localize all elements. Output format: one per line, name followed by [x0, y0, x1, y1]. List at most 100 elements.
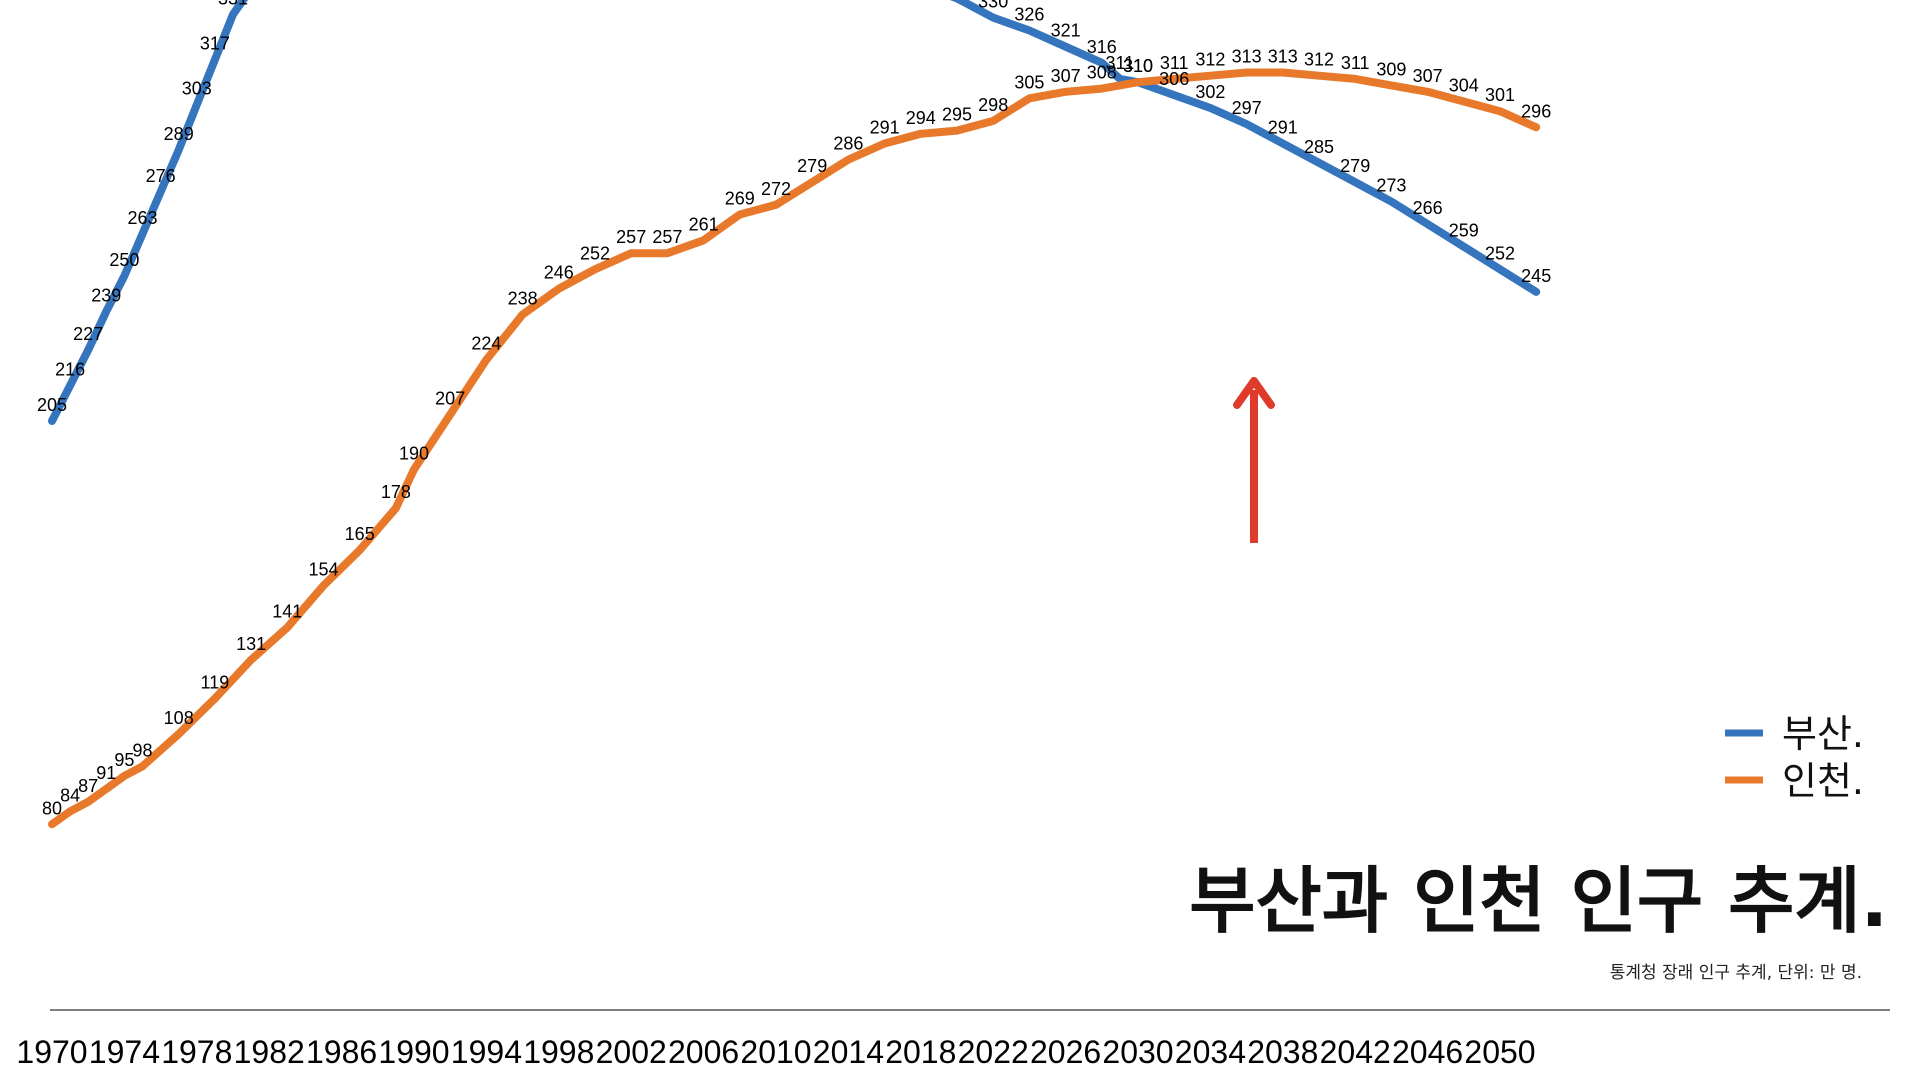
x-tick-label: 1990: [378, 1034, 449, 1070]
x-tick-label: 2006: [668, 1034, 739, 1070]
chart-subtitle: 통계청 장래 인구 추계, 단위: 만 명.: [1610, 963, 1862, 983]
data-label-busan: 310: [1123, 56, 1153, 76]
data-label-incheon: 301: [1485, 85, 1515, 105]
data-label-incheon: 98: [132, 740, 152, 760]
data-label-busan: 317: [200, 34, 230, 54]
x-tick-label: 2034: [1175, 1034, 1246, 1070]
data-label-incheon: 84: [60, 785, 80, 805]
x-tick-label: 2030: [1102, 1034, 1173, 1070]
data-label-incheon: 108: [164, 708, 194, 728]
x-tick-label: 1994: [451, 1034, 522, 1070]
series-line-incheon: [48, 68, 1541, 829]
data-label-incheon: 286: [833, 134, 863, 154]
data-label-incheon: 80: [42, 798, 62, 818]
data-label-busan: 330: [978, 0, 1008, 12]
data-label-incheon: 95: [114, 750, 134, 770]
data-label-busan: 250: [109, 250, 139, 270]
data-label-busan: 252: [1485, 243, 1515, 263]
data-label-incheon: 313: [1268, 47, 1298, 67]
data-label-incheon: 261: [689, 214, 719, 234]
data-label-busan: 316: [1087, 37, 1117, 57]
data-label-busan: 276: [146, 166, 176, 186]
x-tick-label: 1986: [306, 1034, 377, 1070]
data-label-incheon: 224: [471, 334, 501, 354]
annotation-arrow: [1233, 377, 1275, 543]
data-label-incheon: 312: [1304, 50, 1334, 70]
data-label-layer: 2052162272392502632762893033173313473583…: [37, 0, 1551, 818]
data-label-incheon: 272: [761, 179, 791, 199]
data-label-busan: 239: [91, 285, 121, 305]
data-label-busan: 302: [1195, 82, 1225, 102]
series-layer: [48, 0, 1541, 829]
data-label-incheon: 305: [1014, 72, 1044, 92]
data-label-incheon: 313: [1232, 47, 1262, 67]
x-tick-label: 1998: [523, 1034, 594, 1070]
data-label-incheon: 269: [725, 189, 755, 209]
data-label-incheon: 298: [978, 95, 1008, 115]
data-label-busan: 227: [73, 324, 103, 344]
x-tick-label: 2022: [958, 1034, 1029, 1070]
data-label-busan: 279: [1340, 156, 1370, 176]
data-label-incheon: 119: [201, 673, 230, 693]
data-label-incheon: 165: [345, 524, 375, 544]
data-label-busan: 291: [1268, 118, 1298, 138]
x-tick-label: 2014: [813, 1034, 884, 1070]
data-label-busan: 259: [1449, 221, 1479, 241]
x-tick-label: 1970: [16, 1034, 87, 1070]
data-label-incheon: 311: [1160, 53, 1189, 73]
x-tick-label: 1974: [89, 1034, 160, 1070]
data-label-incheon: 238: [508, 289, 538, 309]
data-label-busan: 306: [1159, 69, 1189, 89]
data-label-incheon: 190: [399, 443, 429, 463]
series-line-busan: [48, 0, 1541, 425]
data-label-incheon: 87: [78, 776, 98, 796]
data-label-incheon: 296: [1521, 101, 1551, 121]
legend-label-incheon: 인천.: [1782, 759, 1864, 803]
data-label-busan: 326: [1014, 5, 1044, 25]
data-label-incheon: 252: [580, 243, 610, 263]
data-label-busan: 245: [1521, 266, 1551, 286]
data-label-incheon: 308: [1087, 63, 1117, 83]
data-label-incheon: 154: [308, 560, 338, 580]
data-label-incheon: 310: [1123, 56, 1153, 76]
data-label-incheon: 257: [652, 227, 682, 247]
data-label-busan: 297: [1232, 98, 1262, 118]
data-label-incheon: 311: [1341, 53, 1370, 73]
data-label-busan: 311: [1106, 53, 1135, 73]
data-label-incheon: 295: [942, 105, 972, 125]
legend-label-busan: 부산.: [1782, 712, 1864, 756]
data-label-incheon: 304: [1449, 76, 1479, 96]
data-label-busan: 205: [37, 395, 67, 415]
x-tick-label: 2010: [740, 1034, 811, 1070]
x-tick-label: 2050: [1464, 1034, 1535, 1070]
data-label-incheon: 178: [381, 482, 411, 502]
data-label-incheon: 307: [1051, 66, 1081, 86]
data-label-incheon: 246: [544, 263, 574, 283]
data-label-incheon: 309: [1376, 59, 1406, 79]
data-label-incheon: 257: [616, 227, 646, 247]
arrow-head: [1233, 377, 1275, 409]
data-label-incheon: 307: [1413, 66, 1443, 86]
x-tick-label: 2038: [1247, 1034, 1318, 1070]
data-label-incheon: 131: [236, 634, 266, 654]
x-tick-label: 1982: [234, 1034, 305, 1070]
data-label-busan: 303: [182, 79, 212, 99]
legend: 부산. 인천.: [1725, 712, 1864, 803]
data-label-incheon: 291: [870, 118, 900, 138]
data-label-busan: 266: [1413, 198, 1443, 218]
data-label-incheon: 91: [96, 763, 116, 783]
data-label-busan: 331: [218, 0, 248, 8]
x-axis-ticks: 1970 1974 1978 1982 1986 1990 1994 1998 2002 2006…: [16, 1034, 1535, 1070]
data-label-incheon: 312: [1195, 50, 1225, 70]
x-tick-label: 2042: [1320, 1034, 1391, 1070]
data-label-busan: 216: [55, 360, 85, 380]
data-label-incheon: 207: [435, 389, 465, 409]
data-label-busan: 289: [164, 124, 194, 144]
x-tick-label: 2018: [885, 1034, 956, 1070]
data-label-incheon: 294: [906, 108, 936, 128]
chart-title: 부산과 인천 인구 추계.: [1189, 859, 1888, 943]
x-tick-label: 2002: [596, 1034, 667, 1070]
x-tick-label: 1978: [161, 1034, 232, 1070]
data-label-incheon: 279: [797, 156, 827, 176]
data-label-busan: 273: [1376, 176, 1406, 196]
